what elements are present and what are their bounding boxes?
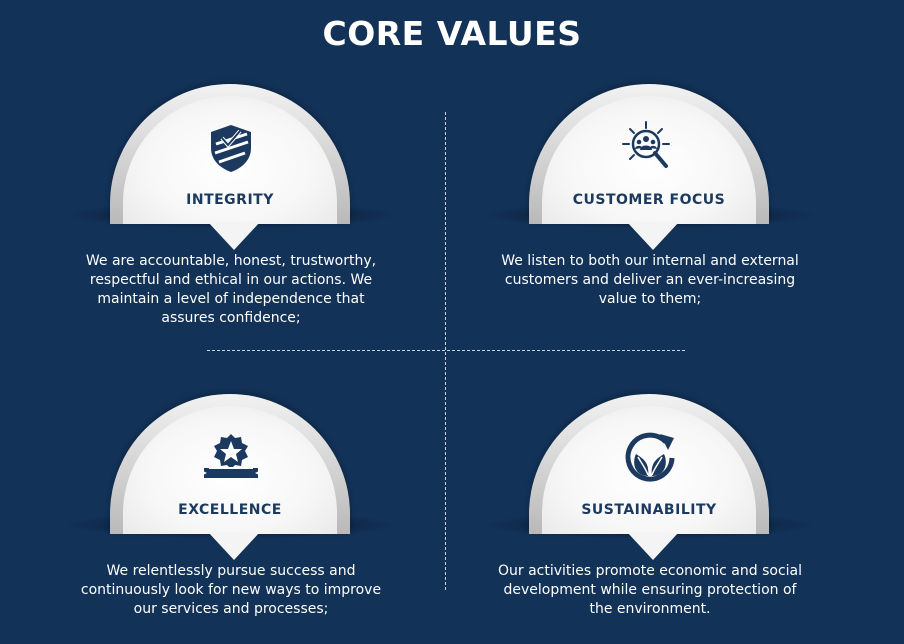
dome: EXCELLENCE	[68, 394, 394, 560]
value-label: CUSTOMER FOCUS	[572, 192, 726, 208]
value-card-integrity: INTEGRITY We are accountable, honest, tr…	[68, 84, 394, 326]
value-description: We listen to both our internal and exter…	[501, 253, 799, 307]
value-card-sustainability: SUSTAINABILITY Our activities promote ec…	[487, 394, 813, 617]
value-label: INTEGRITY	[186, 192, 274, 208]
shield-check-icon	[201, 120, 261, 176]
value-label: SUSTAINABILITY	[581, 502, 717, 518]
horizontal-divider	[207, 350, 685, 351]
dome: INTEGRITY	[68, 84, 394, 250]
vertical-divider	[445, 112, 446, 590]
value-card-excellence: EXCELLENCE We relentlessly pursue succes…	[68, 394, 394, 617]
value-label: EXCELLENCE	[178, 502, 282, 518]
pointer-triangle	[208, 222, 260, 250]
value-description: Our activities promote economic and soci…	[497, 563, 802, 617]
value-description: We relentlessly pursue success and conti…	[80, 563, 382, 617]
magnifier-people-icon	[620, 120, 680, 176]
pointer-triangle	[208, 532, 260, 560]
star-badge-icon	[201, 430, 261, 486]
pointer-triangle	[627, 222, 679, 250]
value-card-customer-focus: CUSTOMER FOCUS We listen to both our int…	[487, 84, 813, 307]
dome: CUSTOMER FOCUS	[487, 84, 813, 250]
leaf-cycle-icon	[620, 430, 680, 486]
value-description: We are accountable, honest, trustworthy,…	[85, 253, 377, 326]
pointer-triangle	[627, 532, 679, 560]
dome: SUSTAINABILITY	[487, 394, 813, 560]
page-title: CORE VALUES	[322, 14, 582, 53]
